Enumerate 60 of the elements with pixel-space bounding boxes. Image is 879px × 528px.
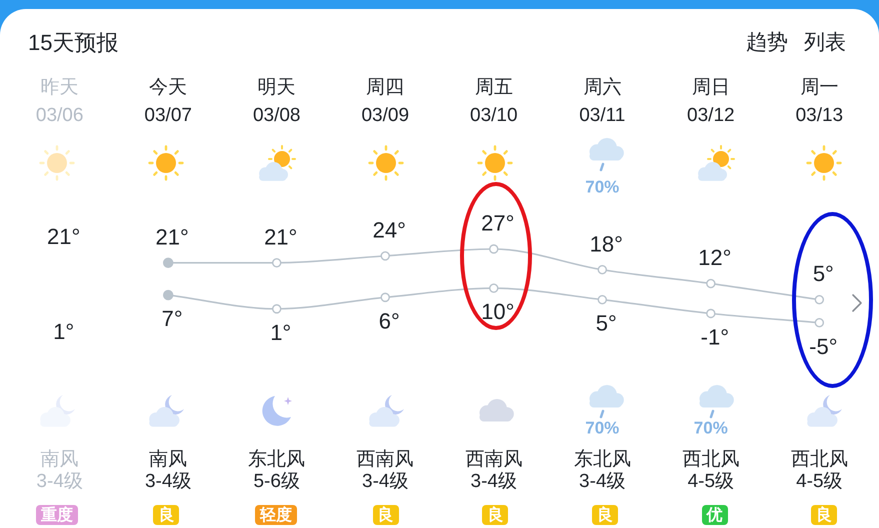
point	[814, 294, 824, 304]
x-tick-label: 昨天 03/06	[36, 77, 84, 126]
text: 西北风 4-5级	[682, 449, 740, 492]
x-tick-label: 周五 03/10	[470, 77, 518, 126]
point	[380, 251, 390, 261]
data-label: 5°	[596, 310, 617, 336]
point	[162, 290, 174, 300]
text: 70%	[585, 178, 620, 197]
point	[814, 318, 824, 328]
chart-title: 15天预报	[28, 29, 118, 57]
data-label: -5°	[809, 334, 838, 359]
text: 趋势	[746, 30, 788, 56]
text: 东北风 3-4级	[574, 449, 631, 492]
point	[380, 292, 390, 302]
text: 70%	[694, 418, 728, 438]
data-label: 5°	[812, 261, 834, 286]
badge: 优	[702, 505, 728, 525]
data-label: 12°	[698, 245, 732, 270]
data-label: 10°	[481, 299, 514, 324]
point	[162, 258, 174, 268]
x-tick-label: 今天 03/07	[144, 77, 192, 126]
point	[706, 278, 716, 288]
text: 西南风 3-4级	[356, 449, 414, 492]
text: 南风 3-4级	[144, 449, 192, 492]
x-tick-label: 明天 03/08	[252, 77, 300, 126]
annotation: 21°	[47, 224, 80, 250]
text: 70%	[585, 418, 620, 438]
badge: 良	[482, 505, 508, 525]
x-tick-label: 周六 03/11	[579, 76, 626, 126]
badge: 良	[153, 505, 180, 525]
data-label: -1°	[700, 324, 729, 350]
data-label: 24°	[372, 217, 406, 242]
data-label: 21°	[264, 224, 298, 250]
text: 列表	[804, 30, 846, 56]
point	[489, 244, 498, 254]
badge: 良	[372, 505, 399, 525]
point	[272, 258, 282, 268]
data-label: 21°	[156, 224, 189, 250]
text: 南风 3-4级	[36, 449, 83, 492]
point	[489, 283, 498, 293]
data-label: 27°	[481, 210, 514, 236]
data-label: 18°	[590, 231, 623, 256]
annotation: 1°	[53, 319, 74, 344]
text: 西南风 3-4级	[465, 449, 522, 492]
data-label: 1°	[270, 320, 292, 345]
point	[706, 308, 716, 318]
badge: 良	[811, 505, 838, 525]
badge: 良	[592, 505, 618, 525]
point	[598, 265, 607, 274]
x-tick-label: 周一 03/13	[796, 77, 844, 126]
x-tick-label: 周四 03/09	[361, 77, 410, 126]
text: 西北风 4-5级	[790, 449, 848, 492]
badge: 轻度	[255, 505, 298, 525]
text: 东北风 5-6级	[248, 449, 306, 492]
badge: 重度	[36, 505, 78, 525]
data-label: 7°	[162, 306, 183, 332]
point	[598, 294, 607, 304]
data-label: 6°	[378, 308, 400, 334]
x-tick-label: 周日 03/12	[687, 77, 735, 126]
point	[272, 304, 282, 314]
